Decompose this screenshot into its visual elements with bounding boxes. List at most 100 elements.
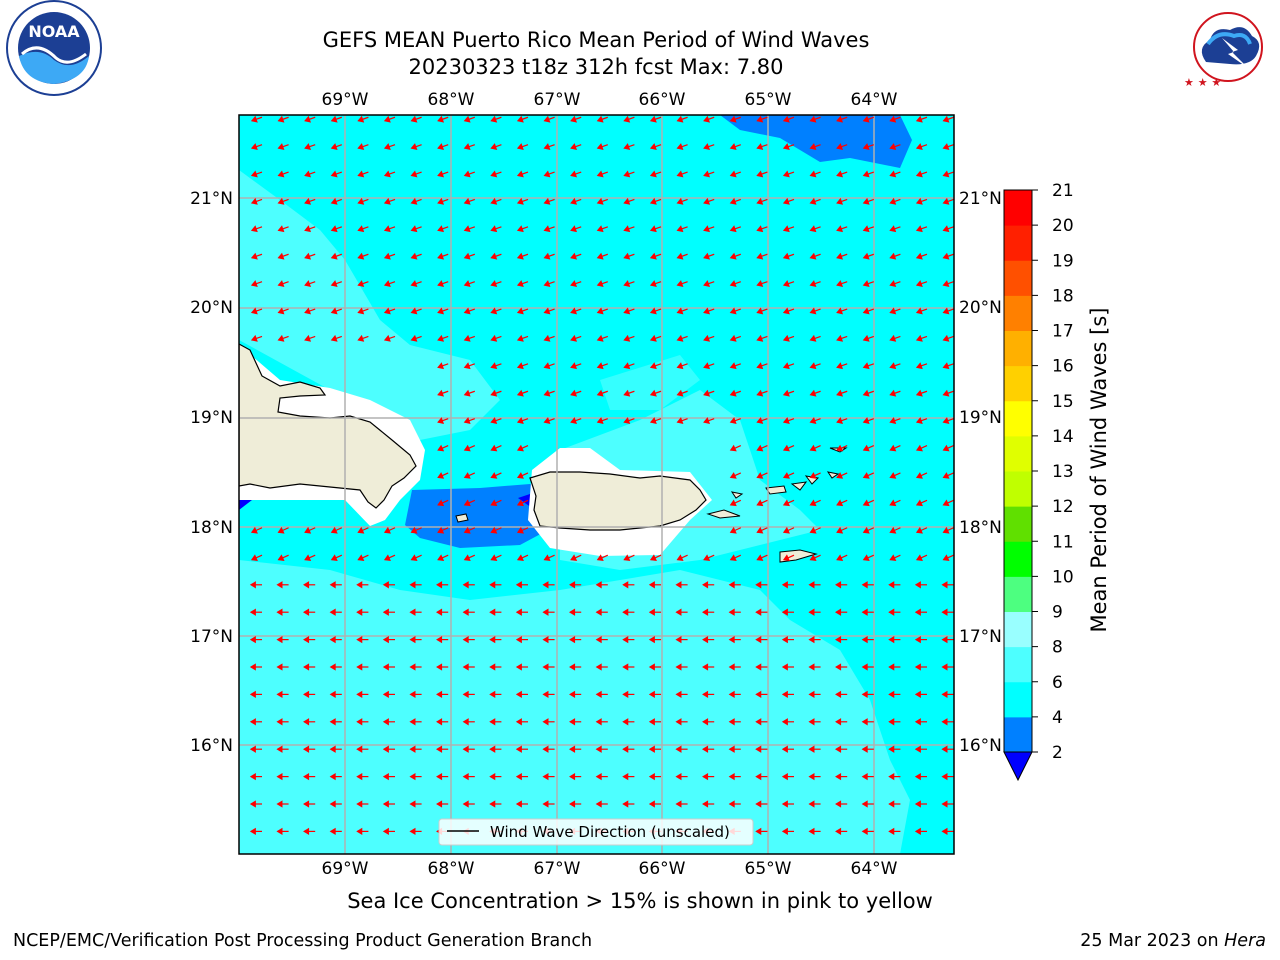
wind-wave-arrow [915, 389, 928, 397]
wind-wave-arrow [915, 444, 928, 452]
lat-label: 18°N [959, 518, 1002, 538]
wind-wave-arrow [304, 143, 316, 150]
wind-wave-arrow [304, 170, 316, 178]
wind-wave-arrow [382, 608, 395, 616]
wind-wave-arrow [676, 197, 688, 205]
wind-wave-arrow [756, 499, 768, 507]
wind-wave-arrow [570, 225, 582, 233]
wind-wave-arrow [463, 334, 475, 342]
wind-wave-arrow [781, 690, 794, 699]
wind-wave-arrow [436, 663, 449, 671]
colorbar-extend-arrow [1003, 751, 1033, 782]
wind-wave-arrow [437, 115, 449, 123]
lat-label: 21°N [190, 189, 233, 209]
wind-wave-arrow [356, 608, 369, 616]
wind-wave-arrow [809, 197, 821, 205]
wind-wave-arrow [515, 718, 528, 726]
wind-wave-arrow [914, 690, 927, 699]
wind-wave-arrow [702, 663, 715, 671]
wind-wave-arrow [836, 444, 848, 452]
wind-wave-arrow [383, 307, 396, 315]
wind-wave-arrow [596, 170, 608, 178]
wind-wave-arrow [463, 143, 475, 150]
wind-wave-arrow [543, 115, 555, 123]
wind-wave-arrow [808, 690, 821, 699]
wind-wave-arrow [756, 389, 768, 397]
wind-wave-arrow [437, 307, 449, 315]
wind-wave-arrow [276, 718, 289, 726]
wind-wave-arrow [755, 772, 768, 781]
wind-wave-arrow [516, 280, 529, 287]
wind-wave-arrow [515, 690, 528, 699]
wind-wave-arrow [862, 115, 874, 123]
wind-wave-arrow [490, 334, 502, 342]
wind-wave-arrow [808, 608, 821, 616]
wind-wave-arrow [676, 307, 688, 315]
hispaniola-land [239, 343, 417, 509]
wind-wave-arrow [463, 417, 475, 424]
wind-wave-arrow [755, 718, 768, 726]
wind-wave-arrow [542, 581, 555, 589]
wind-wave-arrow [729, 334, 741, 342]
wind-wave-arrow [889, 554, 901, 561]
wind-wave-arrow [409, 772, 422, 781]
wind-wave-arrow [914, 800, 927, 808]
wind-wave-arrow [570, 362, 582, 370]
wind-wave-arrow [516, 115, 529, 123]
wind-wave-arrow [649, 115, 662, 123]
wind-wave-arrow [942, 115, 954, 123]
wind-wave-arrow [756, 170, 768, 178]
wind-wave-arrow [596, 307, 608, 315]
colorbar-segment [1004, 365, 1032, 402]
wind-wave-arrow [648, 745, 661, 753]
wind-wave-arrow [463, 115, 475, 123]
wind-wave-arrow [782, 143, 795, 150]
wind-wave-arrow [250, 115, 263, 123]
wind-wave-arrow [808, 718, 821, 726]
wind-wave-arrow [410, 526, 422, 534]
wind-wave-arrow [729, 225, 741, 233]
wind-wave-arrow [888, 772, 901, 781]
wind-wave-arrow [304, 197, 316, 205]
wind-wave-arrow [490, 252, 502, 260]
wind-wave-arrow [303, 635, 316, 644]
wind-wave-arrow [515, 745, 528, 753]
wind-wave-arrow [329, 827, 342, 836]
colorbar-segment [1004, 225, 1032, 261]
wind-wave-arrow [756, 280, 768, 287]
wind-wave-arrow [595, 772, 608, 781]
wind-wave-arrow [915, 526, 928, 534]
wind-wave-arrow [623, 334, 635, 342]
wind-wave-arrow [649, 307, 662, 315]
wind-wave-arrow [570, 389, 582, 397]
wind-wave-arrow [463, 197, 475, 205]
wind-wave-arrow [942, 499, 954, 507]
wind-wave-arrow [490, 143, 502, 150]
wind-wave-arrow [490, 444, 502, 452]
wind-wave-arrow [941, 690, 954, 699]
wind-wave-arrow [490, 389, 502, 397]
wind-wave-arrow [595, 745, 608, 753]
legend-label: Wind Wave Direction (unscaled) [490, 823, 730, 841]
wind-wave-arrow [329, 745, 342, 753]
wind-wave-arrow [250, 225, 263, 233]
wind-wave-arrow [250, 334, 263, 342]
wind-wave-arrow [756, 115, 768, 123]
wind-wave-arrow [462, 745, 475, 753]
wind-wave-arrow [942, 307, 954, 315]
wind-wave-arrow [543, 417, 555, 424]
colorbar-tick-label: 10 [1052, 567, 1074, 587]
wind-wave-arrow [941, 718, 954, 726]
wind-wave-arrow [781, 635, 794, 644]
wind-wave-arrow [702, 718, 715, 726]
wind-wave-arrow [356, 690, 369, 699]
wind-wave-arrow [676, 334, 688, 342]
lat-label: 19°N [190, 408, 233, 428]
wind-wave-arrow [941, 635, 954, 644]
wind-wave-arrow [888, 745, 901, 753]
wind-wave-arrow [329, 608, 342, 616]
wind-wave-arrow [649, 252, 662, 260]
wind-wave-arrow [941, 827, 954, 836]
wind-wave-arrow [304, 115, 316, 123]
wind-wave-arrow [250, 170, 263, 178]
